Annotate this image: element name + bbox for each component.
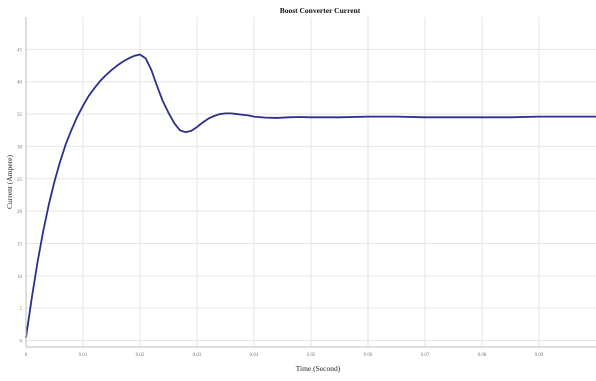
- y-axis-label: Current (Ampere): [5, 155, 14, 209]
- tick-labels: 0 0.01 0.02 0.03 0.04 0.05 0.06 0.07 0.08 0.09 0 5 1…: [17, 48, 544, 358]
- x-tick-label: 0.04: [250, 353, 259, 358]
- x-tick-label: 0.09: [535, 353, 544, 358]
- x-tick-label: 0.01: [79, 353, 88, 358]
- x-tick-label: 0.05: [307, 353, 316, 358]
- x-tick-label: 0.08: [478, 353, 487, 358]
- x-tick-label: 0.03: [193, 353, 202, 358]
- y-tick-label: 30: [17, 145, 23, 150]
- y-tick-label: 40: [17, 81, 23, 86]
- y-tick-label: 20: [17, 210, 23, 215]
- x-tick-label: 0.06: [364, 353, 373, 358]
- x-tick-label: 0: [25, 353, 28, 358]
- series-lines: [25, 53, 596, 339]
- y-tick-label: 5: [20, 307, 23, 312]
- x-axis-label: Time (Second): [296, 364, 341, 373]
- y-tick-label: 45: [17, 48, 23, 53]
- grid-lines: [25, 17, 596, 347]
- y-tick-label: 15: [17, 242, 23, 247]
- y-tick-label: 35: [17, 113, 23, 118]
- y-tick-label: 10: [17, 275, 23, 280]
- y-tick-label: 0: [20, 340, 23, 345]
- x-tick-label: 0.07: [421, 353, 430, 358]
- series-line: [25, 53, 596, 339]
- chart-title: Boost Converter Current: [280, 6, 361, 15]
- y-tick-label: 25: [17, 178, 23, 183]
- x-tick-label: 0.02: [136, 353, 145, 358]
